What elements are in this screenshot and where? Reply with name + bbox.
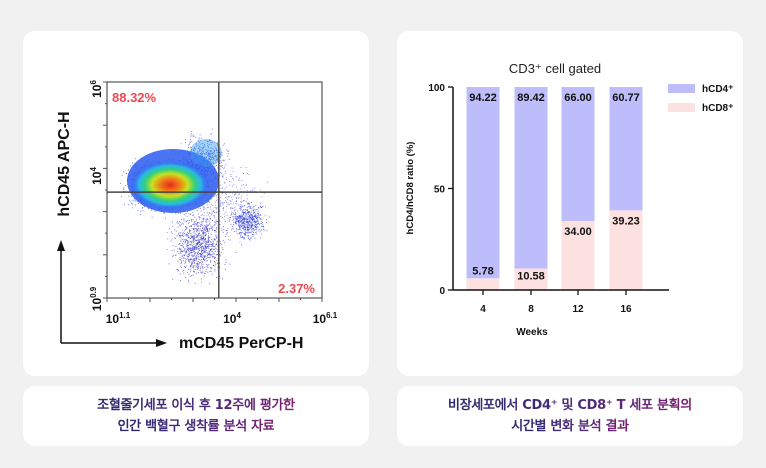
x-axis-label: Weeks	[516, 327, 548, 338]
data-label-hcd4: 66.00	[564, 92, 592, 104]
x-tick-label: 106.1	[313, 311, 338, 326]
bar-hcd8	[609, 210, 643, 290]
y-tick-label: 50	[434, 185, 446, 196]
caption-left-line-2: 인간 백혈구 생착률 분석 자료	[118, 416, 275, 437]
density-core	[130, 160, 210, 210]
chart-title: CD3⁺ cell gated	[509, 61, 601, 76]
axes-group: 4 8 12 16 0 50 100	[428, 83, 669, 315]
y-tick-label: 0	[439, 286, 445, 297]
caption-right-line-2: 시간별 변화 분석 결과	[511, 416, 629, 437]
caption-left-line-1: 조혈줄기세포 이식 후 12주에 평가한	[97, 395, 295, 416]
data-label-hcd4: 60.77	[612, 92, 640, 104]
bar-hcd8	[514, 268, 548, 290]
flow-cytometry-plot: 88.32% 2.37% 101.1 104 106.1 100.9 104 1…	[56, 80, 338, 352]
bar-hcd8	[561, 220, 595, 290]
density-region	[190, 139, 222, 167]
bar-hcd8	[466, 278, 500, 290]
legend-swatch-hcd4	[668, 84, 695, 93]
legend-label-hcd8: hCD8⁺	[702, 103, 733, 114]
density-cloud	[120, 128, 271, 284]
x-tick-label: 4	[480, 304, 486, 315]
x-tick-label: 104	[223, 311, 241, 326]
data-label-hcd4: 89.42	[517, 92, 545, 104]
y-axis-label: hCD4/hCD8 ratio (%)	[405, 142, 416, 235]
y-tick-label: 100	[428, 83, 445, 94]
y-tick-label: 104	[89, 167, 104, 185]
bar-hcd4	[609, 87, 643, 211]
legend-label-hcd4: hCD4⁺	[702, 84, 733, 95]
bar-chart-card: CD3⁺ cell gated 94.22 5.78 89.42 10.58 66.00…	[397, 31, 743, 376]
y-tick-label: 100.9	[89, 286, 104, 311]
x-arrow-head-icon	[156, 339, 167, 347]
x-axis-label: mCD45 PerCP-H	[179, 335, 303, 352]
y-axis-label: hCD45 APC-H	[56, 111, 73, 216]
quadrant-lower-right-label: 2.37%	[278, 281, 315, 296]
x-tick-label: 101.1	[106, 311, 131, 326]
data-label-hcd8: 39.23	[612, 215, 640, 227]
y-arrow-head-icon	[57, 240, 65, 251]
data-label-hcd8: 10.58	[517, 271, 545, 283]
data-label-hcd8: 34.00	[564, 226, 592, 238]
quadrant-upper-left-label: 88.32%	[112, 90, 157, 105]
x-tick-label: 16	[620, 304, 632, 315]
data-label-hcd4: 94.22	[469, 92, 497, 104]
bars-group: 94.22 5.78 89.42 10.58 66.00 34.00 60.77 39.23	[466, 87, 643, 290]
data-label-hcd8: 5.78	[472, 265, 493, 277]
flow-cytometry-card: 88.32% 2.37% 101.1 104 106.1 100.9 104 1…	[23, 31, 369, 376]
bar-hcd4	[561, 87, 595, 221]
stacked-bar-chart: CD3⁺ cell gated 94.22 5.78 89.42 10.58 66.00…	[405, 61, 733, 338]
x-tick-label: 12	[572, 304, 584, 315]
caption-right-line-1: 비장세포에서 CD4⁺ 및 CD8⁺ T 세포 분획의	[448, 395, 692, 416]
legend-swatch-hcd8	[668, 103, 695, 112]
caption-left: 조혈줄기세포 이식 후 12주에 평가한 인간 백혈구 생착률 분석 자료	[23, 386, 369, 446]
y-tick-label: 106	[89, 80, 104, 98]
legend: hCD4⁺ hCD8⁺	[668, 84, 733, 114]
caption-right: 비장세포에서 CD4⁺ 및 CD8⁺ T 세포 분획의 시간별 변화 분석 결과	[397, 386, 743, 446]
bar-hcd4	[514, 87, 548, 269]
x-tick-label: 8	[528, 304, 534, 315]
bar-hcd4	[466, 87, 500, 279]
axis-ticks	[103, 81, 323, 302]
